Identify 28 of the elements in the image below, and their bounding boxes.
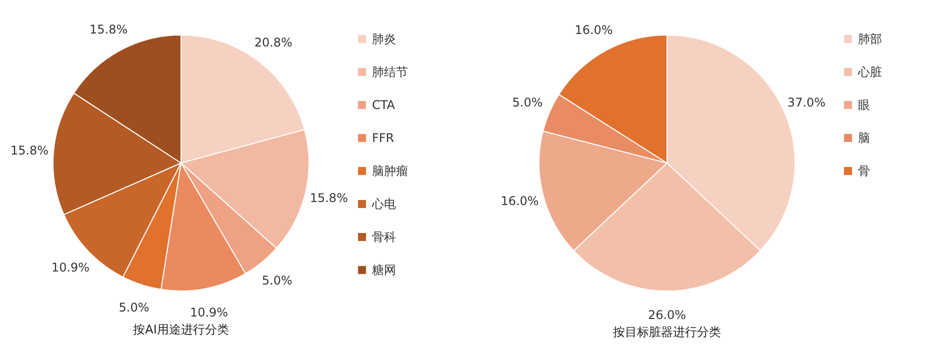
data-label: 16.0% (574, 22, 613, 37)
legend-label: 骨科 (372, 230, 396, 244)
legend-label: 肺部 (858, 32, 882, 46)
data-label: 15.8% (90, 22, 128, 36)
legend-label: 心电 (371, 197, 396, 211)
legend-label: 肺炎 (372, 32, 396, 46)
data-label: 15.8% (10, 144, 49, 158)
data-label: 26.0% (648, 308, 686, 322)
data-label: 5.0% (262, 274, 292, 288)
legend-label: CTA (372, 98, 396, 112)
text: 按AI用途进行分类 (133, 322, 229, 336)
data-label: 5.0% (512, 96, 543, 110)
data-label: 10.9% (51, 260, 90, 274)
data-label: 16.0% (500, 194, 539, 208)
data-label: 15.8% (310, 191, 348, 206)
text: 按目标脏器进行分类 (613, 325, 721, 339)
legend-label: 脑肿瘤 (372, 164, 408, 178)
legend-label: 糖网 (372, 263, 396, 277)
data-label: 20.8% (254, 35, 292, 50)
data-label: 37.0% (787, 96, 826, 110)
legend-label: 骨 (858, 164, 870, 178)
data-label: 5.0% (118, 300, 150, 315)
legend-label: 心脏 (857, 65, 882, 79)
legend-label: 脑 (858, 131, 870, 145)
legend-label: 肺结节 (372, 65, 408, 79)
data-label: 10.9% (190, 305, 228, 320)
legend-label: 眼 (858, 98, 870, 112)
legend-label: FFR (372, 131, 394, 145)
